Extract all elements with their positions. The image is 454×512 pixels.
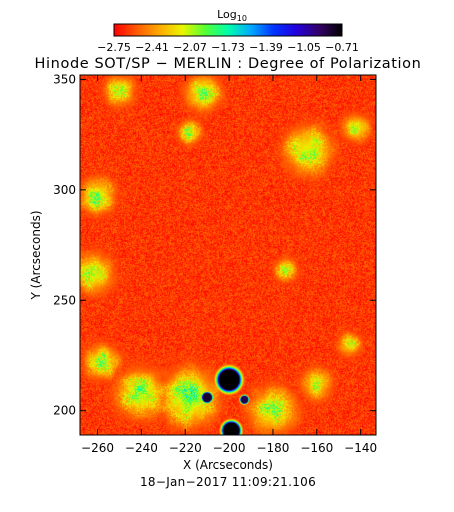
colorbar — [113, 23, 343, 37]
x-tick-label: −220 — [169, 441, 202, 455]
y-axis-ticks: 200 250 300 350 — [53, 72, 376, 418]
colorbar-tick-label: −2.41 — [135, 41, 169, 54]
polarization-map-image — [80, 75, 376, 435]
y-tick-label: 250 — [53, 293, 76, 307]
x-axis-ticks: −260 −240 −220 −200 −180 −160 −140 — [81, 75, 377, 455]
colorbar-tick-label: −0.71 — [325, 41, 359, 54]
colorbar-ticks: −2.75 −2.41 −2.07 −1.73 −1.39 −1.05 −0.71 — [97, 41, 359, 54]
x-tick-label: −200 — [213, 441, 246, 455]
x-tick-label: −180 — [256, 441, 289, 455]
x-tick-label: −160 — [300, 441, 333, 455]
y-tick-label: 200 — [53, 404, 76, 418]
x-tick-label: −140 — [344, 441, 377, 455]
x-tick-label: −260 — [81, 441, 114, 455]
colorbar-tick-label: −1.73 — [211, 41, 245, 54]
colorbar-tick-label: −2.75 — [97, 41, 131, 54]
observation-timestamp: 18−Jan−2017 11:09:21.106 — [140, 475, 316, 489]
x-tick-label: −240 — [125, 441, 158, 455]
y-tick-label: 350 — [53, 72, 76, 86]
polarization-map — [80, 75, 376, 435]
plot-frame — [79, 74, 377, 436]
y-axis-label: Y (Arcseconds) — [29, 210, 43, 300]
colorbar-tick-label: −1.05 — [287, 41, 321, 54]
colorbar-label: Log10 — [217, 8, 247, 23]
colorbar-label-subscript: 10 — [237, 14, 247, 23]
y-tick-label: 300 — [53, 183, 76, 197]
chart-title: Hinode SOT/SP − MERLIN : Degree of Polar… — [35, 56, 422, 72]
x-axis-label: X (Arcseconds) — [183, 458, 273, 472]
colorbar-tick-label: −2.07 — [173, 41, 207, 54]
colorbar-tick-label: −1.39 — [249, 41, 283, 54]
